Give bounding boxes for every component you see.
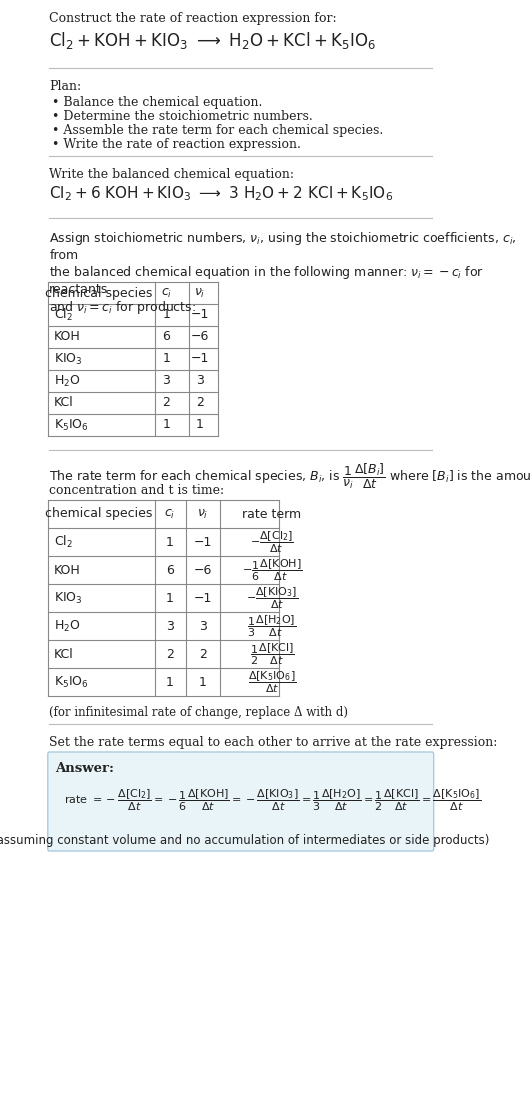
Text: $\mathrm{K_5IO_6}$: $\mathrm{K_5IO_6}$ <box>54 417 89 433</box>
Text: 1: 1 <box>199 676 207 688</box>
Text: 2: 2 <box>162 396 170 410</box>
Text: 1: 1 <box>162 418 170 432</box>
Text: 1: 1 <box>166 676 174 688</box>
Text: 1: 1 <box>162 353 170 365</box>
Text: 2: 2 <box>199 647 207 660</box>
Text: $-\dfrac{1}{6}\dfrac{\Delta[\mathrm{KOH}]}{\Delta t}$: $-\dfrac{1}{6}\dfrac{\Delta[\mathrm{KOH}… <box>242 557 302 583</box>
Text: $-\dfrac{\Delta[\mathrm{KIO_3}]}{\Delta t}$: $-\dfrac{\Delta[\mathrm{KIO_3}]}{\Delta … <box>246 585 298 610</box>
Text: Write the balanced chemical equation:: Write the balanced chemical equation: <box>49 168 294 181</box>
Text: KCl: KCl <box>54 396 74 410</box>
Text: $\mathrm{K_5IO_6}$: $\mathrm{K_5IO_6}$ <box>54 675 89 689</box>
Text: $\mathrm{Cl_2 + 6 \ KOH + KIO_3 \ \longrightarrow \ 3 \ H_2O + 2 \ KCl + K_5IO_6: $\mathrm{Cl_2 + 6 \ KOH + KIO_3 \ \longr… <box>49 184 393 203</box>
Text: (for infinitesimal rate of change, replace Δ with d): (for infinitesimal rate of change, repla… <box>49 706 348 719</box>
Text: −1: −1 <box>193 592 212 605</box>
Text: $\dfrac{\Delta[\mathrm{K_5IO_6}]}{\Delta t}$: $\dfrac{\Delta[\mathrm{K_5IO_6}]}{\Delta… <box>248 669 296 695</box>
Text: 3: 3 <box>166 619 174 633</box>
Text: • Write the rate of reaction expression.: • Write the rate of reaction expression. <box>52 138 301 151</box>
Text: $\mathrm{Cl_2}$: $\mathrm{Cl_2}$ <box>54 307 73 323</box>
Text: • Determine the stoichiometric numbers.: • Determine the stoichiometric numbers. <box>52 110 313 123</box>
Text: Answer:: Answer: <box>55 761 114 775</box>
Text: $\dfrac{1}{2}\dfrac{\Delta[\mathrm{KCl}]}{\Delta t}$: $\dfrac{1}{2}\dfrac{\Delta[\mathrm{KCl}]… <box>250 642 295 667</box>
Text: Assign stoichiometric numbers, $\nu_i$, using the stoichiometric coefficients, $: Assign stoichiometric numbers, $\nu_i$, … <box>49 230 517 316</box>
Text: $\mathrm{H_2O}$: $\mathrm{H_2O}$ <box>54 618 81 634</box>
Text: chemical species: chemical species <box>46 286 153 300</box>
Text: 2: 2 <box>196 396 204 410</box>
Text: $c_i$: $c_i$ <box>161 286 172 300</box>
Text: −1: −1 <box>191 309 209 322</box>
Text: 1: 1 <box>196 418 204 432</box>
Text: Set the rate terms equal to each other to arrive at the rate expression:: Set the rate terms equal to each other t… <box>49 736 498 749</box>
Text: 1: 1 <box>166 592 174 605</box>
Text: 3: 3 <box>196 374 204 387</box>
Text: • Assemble the rate term for each chemical species.: • Assemble the rate term for each chemic… <box>52 124 384 137</box>
Text: 1: 1 <box>162 309 170 322</box>
Text: −6: −6 <box>193 564 212 576</box>
Text: $\dfrac{1}{3}\dfrac{\Delta[\mathrm{H_2O}]}{\Delta t}$: $\dfrac{1}{3}\dfrac{\Delta[\mathrm{H_2O}… <box>248 613 297 638</box>
Text: Plan:: Plan: <box>49 80 82 93</box>
Text: $\nu_i$: $\nu_i$ <box>197 507 208 521</box>
Text: rate term: rate term <box>242 507 302 521</box>
Text: 6: 6 <box>166 564 174 576</box>
Text: $\nu_i$: $\nu_i$ <box>194 286 206 300</box>
Text: concentration and t is time:: concentration and t is time: <box>49 484 224 497</box>
Text: −6: −6 <box>191 331 209 343</box>
Text: $\mathrm{Cl_2}$: $\mathrm{Cl_2}$ <box>54 534 73 551</box>
Text: $\mathrm{KIO_3}$: $\mathrm{KIO_3}$ <box>54 352 83 366</box>
Text: rate $= -\dfrac{\Delta[\mathrm{Cl_2}]}{\Delta t} = -\dfrac{1}{6}\dfrac{\Delta[\m: rate $= -\dfrac{\Delta[\mathrm{Cl_2}]}{\… <box>64 788 481 814</box>
Text: 3: 3 <box>199 619 207 633</box>
Text: $\mathrm{Cl_2 + KOH + KIO_3 \ \longrightarrow \ H_2O + KCl + K_5IO_6}$: $\mathrm{Cl_2 + KOH + KIO_3 \ \longright… <box>49 30 376 51</box>
Text: 2: 2 <box>166 647 174 660</box>
Text: 3: 3 <box>162 374 170 387</box>
Text: $\mathrm{KIO_3}$: $\mathrm{KIO_3}$ <box>54 591 83 606</box>
Text: −1: −1 <box>191 353 209 365</box>
FancyBboxPatch shape <box>48 751 434 851</box>
Text: $\mathrm{H_2O}$: $\mathrm{H_2O}$ <box>54 373 81 388</box>
Text: 6: 6 <box>162 331 170 343</box>
Text: Construct the rate of reaction expression for:: Construct the rate of reaction expressio… <box>49 12 337 26</box>
Text: chemical species: chemical species <box>46 507 153 521</box>
Text: −1: −1 <box>193 535 212 548</box>
Text: • Balance the chemical equation.: • Balance the chemical equation. <box>52 95 263 109</box>
Text: 1: 1 <box>166 535 174 548</box>
Text: The rate term for each chemical species, $B_i$, is $\dfrac{1}{\nu_i}\dfrac{\Delt: The rate term for each chemical species,… <box>49 462 530 491</box>
Text: KCl: KCl <box>54 647 74 660</box>
Text: $c_i$: $c_i$ <box>164 507 175 521</box>
Text: (assuming constant volume and no accumulation of intermediates or side products): (assuming constant volume and no accumul… <box>0 834 489 847</box>
Text: KOH: KOH <box>54 331 81 343</box>
Text: KOH: KOH <box>54 564 81 576</box>
Text: $-\dfrac{\Delta[\mathrm{Cl_2}]}{\Delta t}$: $-\dfrac{\Delta[\mathrm{Cl_2}]}{\Delta t… <box>250 529 294 555</box>
